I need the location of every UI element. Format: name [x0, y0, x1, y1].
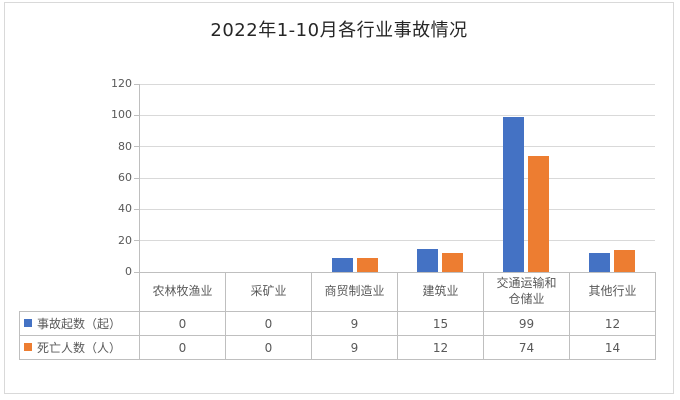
series-name-cell: 死亡人数（人） [19, 335, 140, 360]
y-axis-tick [134, 177, 140, 179]
y-tick-label: 60 [118, 171, 132, 184]
table-row: 死亡人数（人） 0 0 9 12 74 14 [19, 335, 656, 360]
gridline [140, 114, 655, 116]
legend-swatch-icon [24, 343, 32, 351]
value-cell: 12 [569, 311, 656, 336]
bar-死亡人数（人）-5 [614, 250, 636, 272]
bar-死亡人数（人）-4 [528, 156, 550, 272]
data-table: 农林牧渔业 采矿业 商贸制造业 建筑业 交通运输和 仓储业 其他行业 事故起数（起） 0 0 9 1… [19, 272, 656, 360]
value-cell: 9 [311, 311, 398, 336]
bar-事故起数（起）-4 [503, 116, 525, 272]
y-tick-label: 40 [118, 202, 132, 216]
value-cell: 0 [225, 311, 312, 336]
y-tick-label: 100 [111, 108, 132, 122]
value-cell: 74 [483, 335, 570, 360]
y-axis-tick [134, 114, 140, 116]
y-tick-label: 20 [118, 233, 132, 247]
value-cell: 14 [569, 335, 656, 360]
table-row: 事故起数（起） 0 0 9 15 99 12 [19, 311, 656, 336]
chart-title: 2022年1-10月各行业事故情况 [210, 20, 468, 41]
gridline [140, 146, 655, 148]
y-tick-label: 80 [118, 139, 132, 153]
value-cell: 99 [483, 311, 570, 336]
bar-事故起数（起）-3 [417, 248, 439, 272]
value-cell: 0 [225, 335, 312, 360]
gridline [140, 83, 655, 85]
category-header-cell: 交通运输和 仓储业 [483, 272, 570, 312]
series-name-cell: 事故起数（起） [19, 311, 140, 336]
bar-事故起数（起）-2 [331, 257, 353, 272]
value-cell: 0 [139, 311, 226, 336]
bar-死亡人数（人）-2 [356, 257, 378, 272]
y-axis-tick [134, 83, 140, 85]
chart-frame: 2022年1-10月各行业事故情况 0 20 40 60 80 100 120 农林牧渔业采… [4, 2, 674, 394]
legend-swatch-icon [24, 319, 32, 327]
value-cell: 15 [397, 311, 484, 336]
value-cell: 9 [311, 335, 398, 360]
y-axis-tick [134, 146, 140, 148]
y-tick-label: 120 [111, 77, 132, 90]
data-table-grid: 农林牧渔业 采矿业 商贸制造业 建筑业 交通运输和 仓储业 其他行业 事故起数（起） 0 0 9 1… [19, 272, 656, 360]
y-axis-tick [134, 240, 140, 242]
category-header-cell: 其他行业 [569, 272, 656, 312]
category-header-cell: 采矿业 [225, 272, 312, 312]
plot-area: 0 20 40 60 80 100 120 [111, 77, 655, 278]
value-cell: 0 [139, 335, 226, 360]
value-cell: 12 [397, 335, 484, 360]
y-axis-tick [134, 208, 140, 210]
bar-死亡人数（人）-3 [442, 253, 464, 272]
gridline [140, 208, 655, 210]
table-corner-cell [20, 273, 140, 312]
y-axis-tick [134, 271, 140, 273]
gridline [140, 177, 655, 179]
category-header-cell: 建筑业 [397, 272, 484, 312]
gridline [140, 240, 655, 242]
category-header-cell: 商贸制造业 [311, 272, 398, 312]
category-header-cell: 农林牧渔业 [139, 272, 226, 312]
y-tick-label: 0 [125, 265, 132, 278]
bar-事故起数（起）-5 [589, 253, 611, 272]
